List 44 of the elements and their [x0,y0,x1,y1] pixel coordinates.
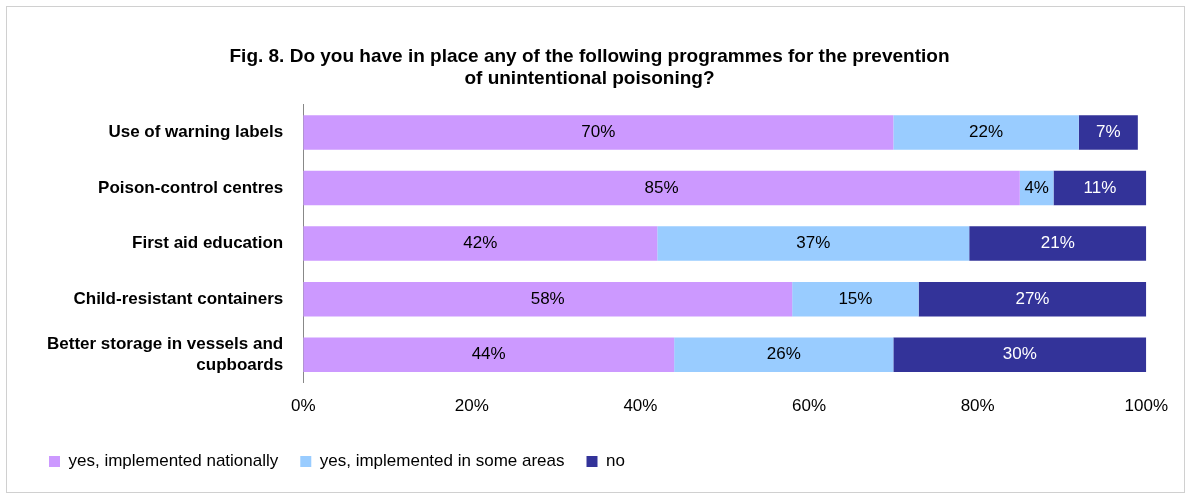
bar [969,226,1147,261]
y-tick-label: Poison-control centres [98,177,284,197]
y-tick-label: Use of warning labels [108,122,284,142]
bar [303,115,894,150]
data-label: 37% [796,233,831,253]
data-label: 4% [1024,177,1049,197]
data-label: 27% [1015,288,1050,308]
x-tick-label: 0% [290,396,316,416]
data-label: 85% [644,177,679,197]
bar [893,115,1079,150]
data-label: 44% [471,344,506,364]
bar [303,170,1020,206]
bar [303,226,658,261]
legend-label: yes, implemented nationally [68,451,279,471]
x-tick-label: 60% [792,396,827,416]
data-label: 7% [1096,122,1121,142]
bar [657,226,970,261]
bar [1053,170,1147,206]
data-label: 70% [581,122,616,142]
data-label: 30% [1002,344,1037,364]
bar [918,281,1147,317]
x-tick-label: 80% [960,396,995,416]
chart-title: Fig. 8. Do you have in place any of the following programmes for the prevention of unintentional poisoning? [229,44,950,89]
legend-label: no [606,451,625,471]
data-label: 22% [969,122,1004,142]
x-tick-label: 100% [1124,396,1168,416]
bar [792,281,919,317]
bar [303,281,793,317]
y-tick-label: Better storage in vessels and cupboards [46,334,284,374]
bar [1078,115,1138,150]
data-label: 21% [1040,233,1075,253]
x-tick-label: 20% [454,396,489,416]
data-label: 42% [463,233,498,253]
data-label: 26% [766,344,801,364]
data-label: 15% [838,288,873,308]
x-tick-label: 40% [623,396,658,416]
y-tick-label: Child-resistant containers [73,288,284,308]
data-label: 11% [1083,177,1117,197]
legend-label: yes, implemented in some areas [319,451,565,471]
bar [674,337,894,373]
y-tick-label: First aid education [132,233,284,253]
bar [893,337,1147,373]
data-label: 58% [530,288,565,308]
bar [303,337,675,373]
